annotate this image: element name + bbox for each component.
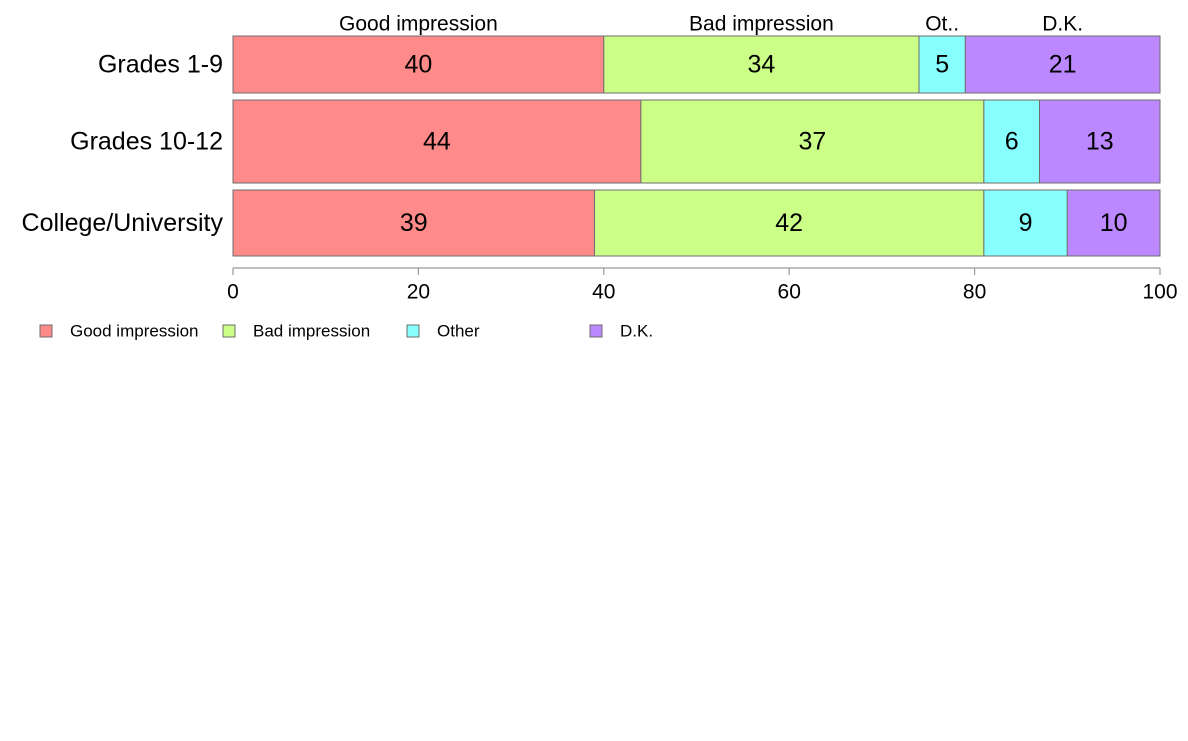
data-label-college-university-d-k: 10: [1100, 209, 1128, 237]
legend-label-good-impression: Good impression: [70, 321, 199, 340]
x-tick-label: 40: [592, 281, 615, 304]
data-label-college-university-good-impression: 39: [400, 209, 428, 237]
bar-segment-grades-10-12-bad-impression: [640, 99, 985, 184]
bar-segment-grades-10-12-d-k: [1038, 99, 1161, 184]
bar-segment-grades-1-9-other: [918, 35, 966, 94]
x-tick-label: 0: [227, 281, 239, 304]
column-headers: Good impression Bad impression Ot.. D.K.: [339, 13, 1083, 36]
data-label-grades-1-9-bad-impression: 34: [747, 51, 775, 79]
data-label-grades-1-9-other: 5: [935, 51, 949, 79]
category-label-college-university: College/University: [22, 209, 224, 237]
column-header-d-k: D.K.: [1042, 13, 1083, 36]
column-header-other: Ot..: [925, 13, 959, 36]
x-tick-label: 20: [407, 281, 430, 304]
legend-swatch-good-impression: [39, 324, 53, 338]
bar-segment-grades-1-9-bad-impression: [603, 35, 920, 94]
legend-label-d-k: D.K.: [620, 321, 653, 340]
legend-swatch-d-k: [589, 324, 603, 338]
data-label-college-university-bad-impression: 42: [775, 209, 803, 237]
bar-segment-grades-10-12-other: [983, 99, 1040, 184]
data-label-college-university-other: 9: [1019, 209, 1033, 237]
bar-segment-college-university-bad-impression: [594, 189, 985, 257]
legend-label-other: Other: [437, 321, 480, 340]
category-label-grades-1-9: Grades 1-9: [98, 51, 223, 79]
legend-swatch-other: [406, 324, 420, 338]
bars-group: 40 34 5 21 44 37 6 13 39 42 9 10: [232, 35, 1161, 257]
data-label-grades-10-12-good-impression: 44: [423, 128, 451, 156]
x-tick-label: 80: [963, 281, 986, 304]
category-labels: Grades 1-9 Grades 10-12 College/University: [22, 51, 224, 238]
bar-segment-grades-1-9-d-k: [964, 35, 1161, 94]
bar-segment-college-university-d-k: [1066, 189, 1161, 257]
data-label-grades-1-9-good-impression: 40: [404, 51, 432, 79]
data-label-grades-10-12-bad-impression: 37: [798, 128, 826, 156]
column-header-bad-impression: Bad impression: [689, 13, 834, 36]
bar-segment-grades-1-9-good-impression: [232, 35, 605, 94]
x-tick-label: 100: [1142, 281, 1177, 304]
legend-swatch-bad-impression: [222, 324, 236, 338]
data-label-grades-10-12-d-k: 13: [1086, 128, 1114, 156]
column-header-good-impression: Good impression: [339, 13, 498, 36]
x-tick-label: 60: [778, 281, 801, 304]
legend: Good impression Bad impression Other D.K.: [39, 321, 653, 340]
x-axis: 0 20 40 60 80 100: [227, 267, 1178, 304]
data-label-grades-10-12-other: 6: [1005, 128, 1019, 156]
data-label-grades-1-9-d-k: 21: [1049, 51, 1077, 79]
bar-segment-college-university-good-impression: [232, 189, 596, 257]
bar-segment-grades-10-12-good-impression: [232, 99, 642, 184]
legend-label-bad-impression: Bad impression: [253, 321, 370, 340]
category-label-grades-10-12: Grades 10-12: [70, 128, 223, 156]
